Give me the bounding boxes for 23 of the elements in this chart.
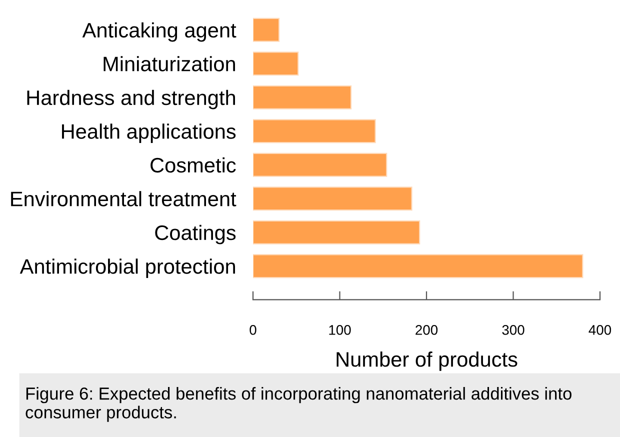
x-axis-title: Number of products bbox=[336, 352, 518, 371]
bar bbox=[253, 18, 280, 42]
bar bbox=[253, 186, 412, 211]
bar bbox=[253, 85, 352, 110]
bar bbox=[253, 52, 299, 76]
x-tick-label: 0 bbox=[250, 325, 256, 335]
y-tick-label: Cosmetic bbox=[150, 157, 236, 173]
x-tick-label: 200 bbox=[416, 325, 438, 335]
y-tick-label: Antimicrobial protection bbox=[20, 258, 235, 278]
y-tick-label: Environmental treatment bbox=[11, 191, 236, 206]
x-tick-label: 100 bbox=[329, 325, 351, 335]
y-tick-label: Hardness and strength bbox=[27, 90, 235, 110]
x-tick-label: 400 bbox=[588, 325, 612, 335]
y-tick-label: Coatings bbox=[155, 224, 236, 244]
x-tick-label: 300 bbox=[502, 325, 524, 335]
y-tick-label: Miniaturization bbox=[104, 56, 235, 72]
caption: Figure 6: Expected benefits of incorporating nanomaterial additives into consumer products. bbox=[26, 387, 572, 422]
bar bbox=[253, 119, 376, 144]
y-tick-label: Anticaking agent bbox=[82, 22, 236, 42]
bar bbox=[253, 152, 388, 177]
y-tick-label: Health applications bbox=[62, 124, 236, 143]
bar bbox=[253, 254, 584, 278]
bar bbox=[253, 220, 420, 244]
